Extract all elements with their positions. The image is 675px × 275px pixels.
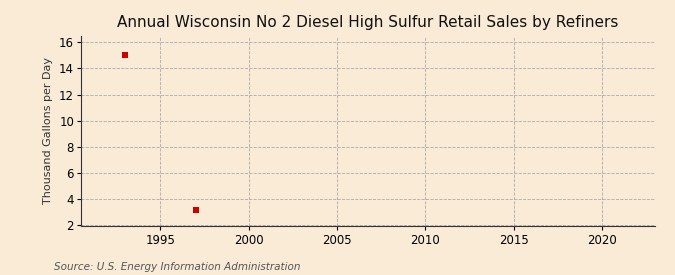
Point — [119, 53, 130, 57]
Y-axis label: Thousand Gallons per Day: Thousand Gallons per Day — [43, 57, 53, 204]
Text: Source: U.S. Energy Information Administration: Source: U.S. Energy Information Administ… — [54, 262, 300, 272]
Title: Annual Wisconsin No 2 Diesel High Sulfur Retail Sales by Refiners: Annual Wisconsin No 2 Diesel High Sulfur… — [117, 15, 618, 31]
Point — [190, 208, 201, 212]
